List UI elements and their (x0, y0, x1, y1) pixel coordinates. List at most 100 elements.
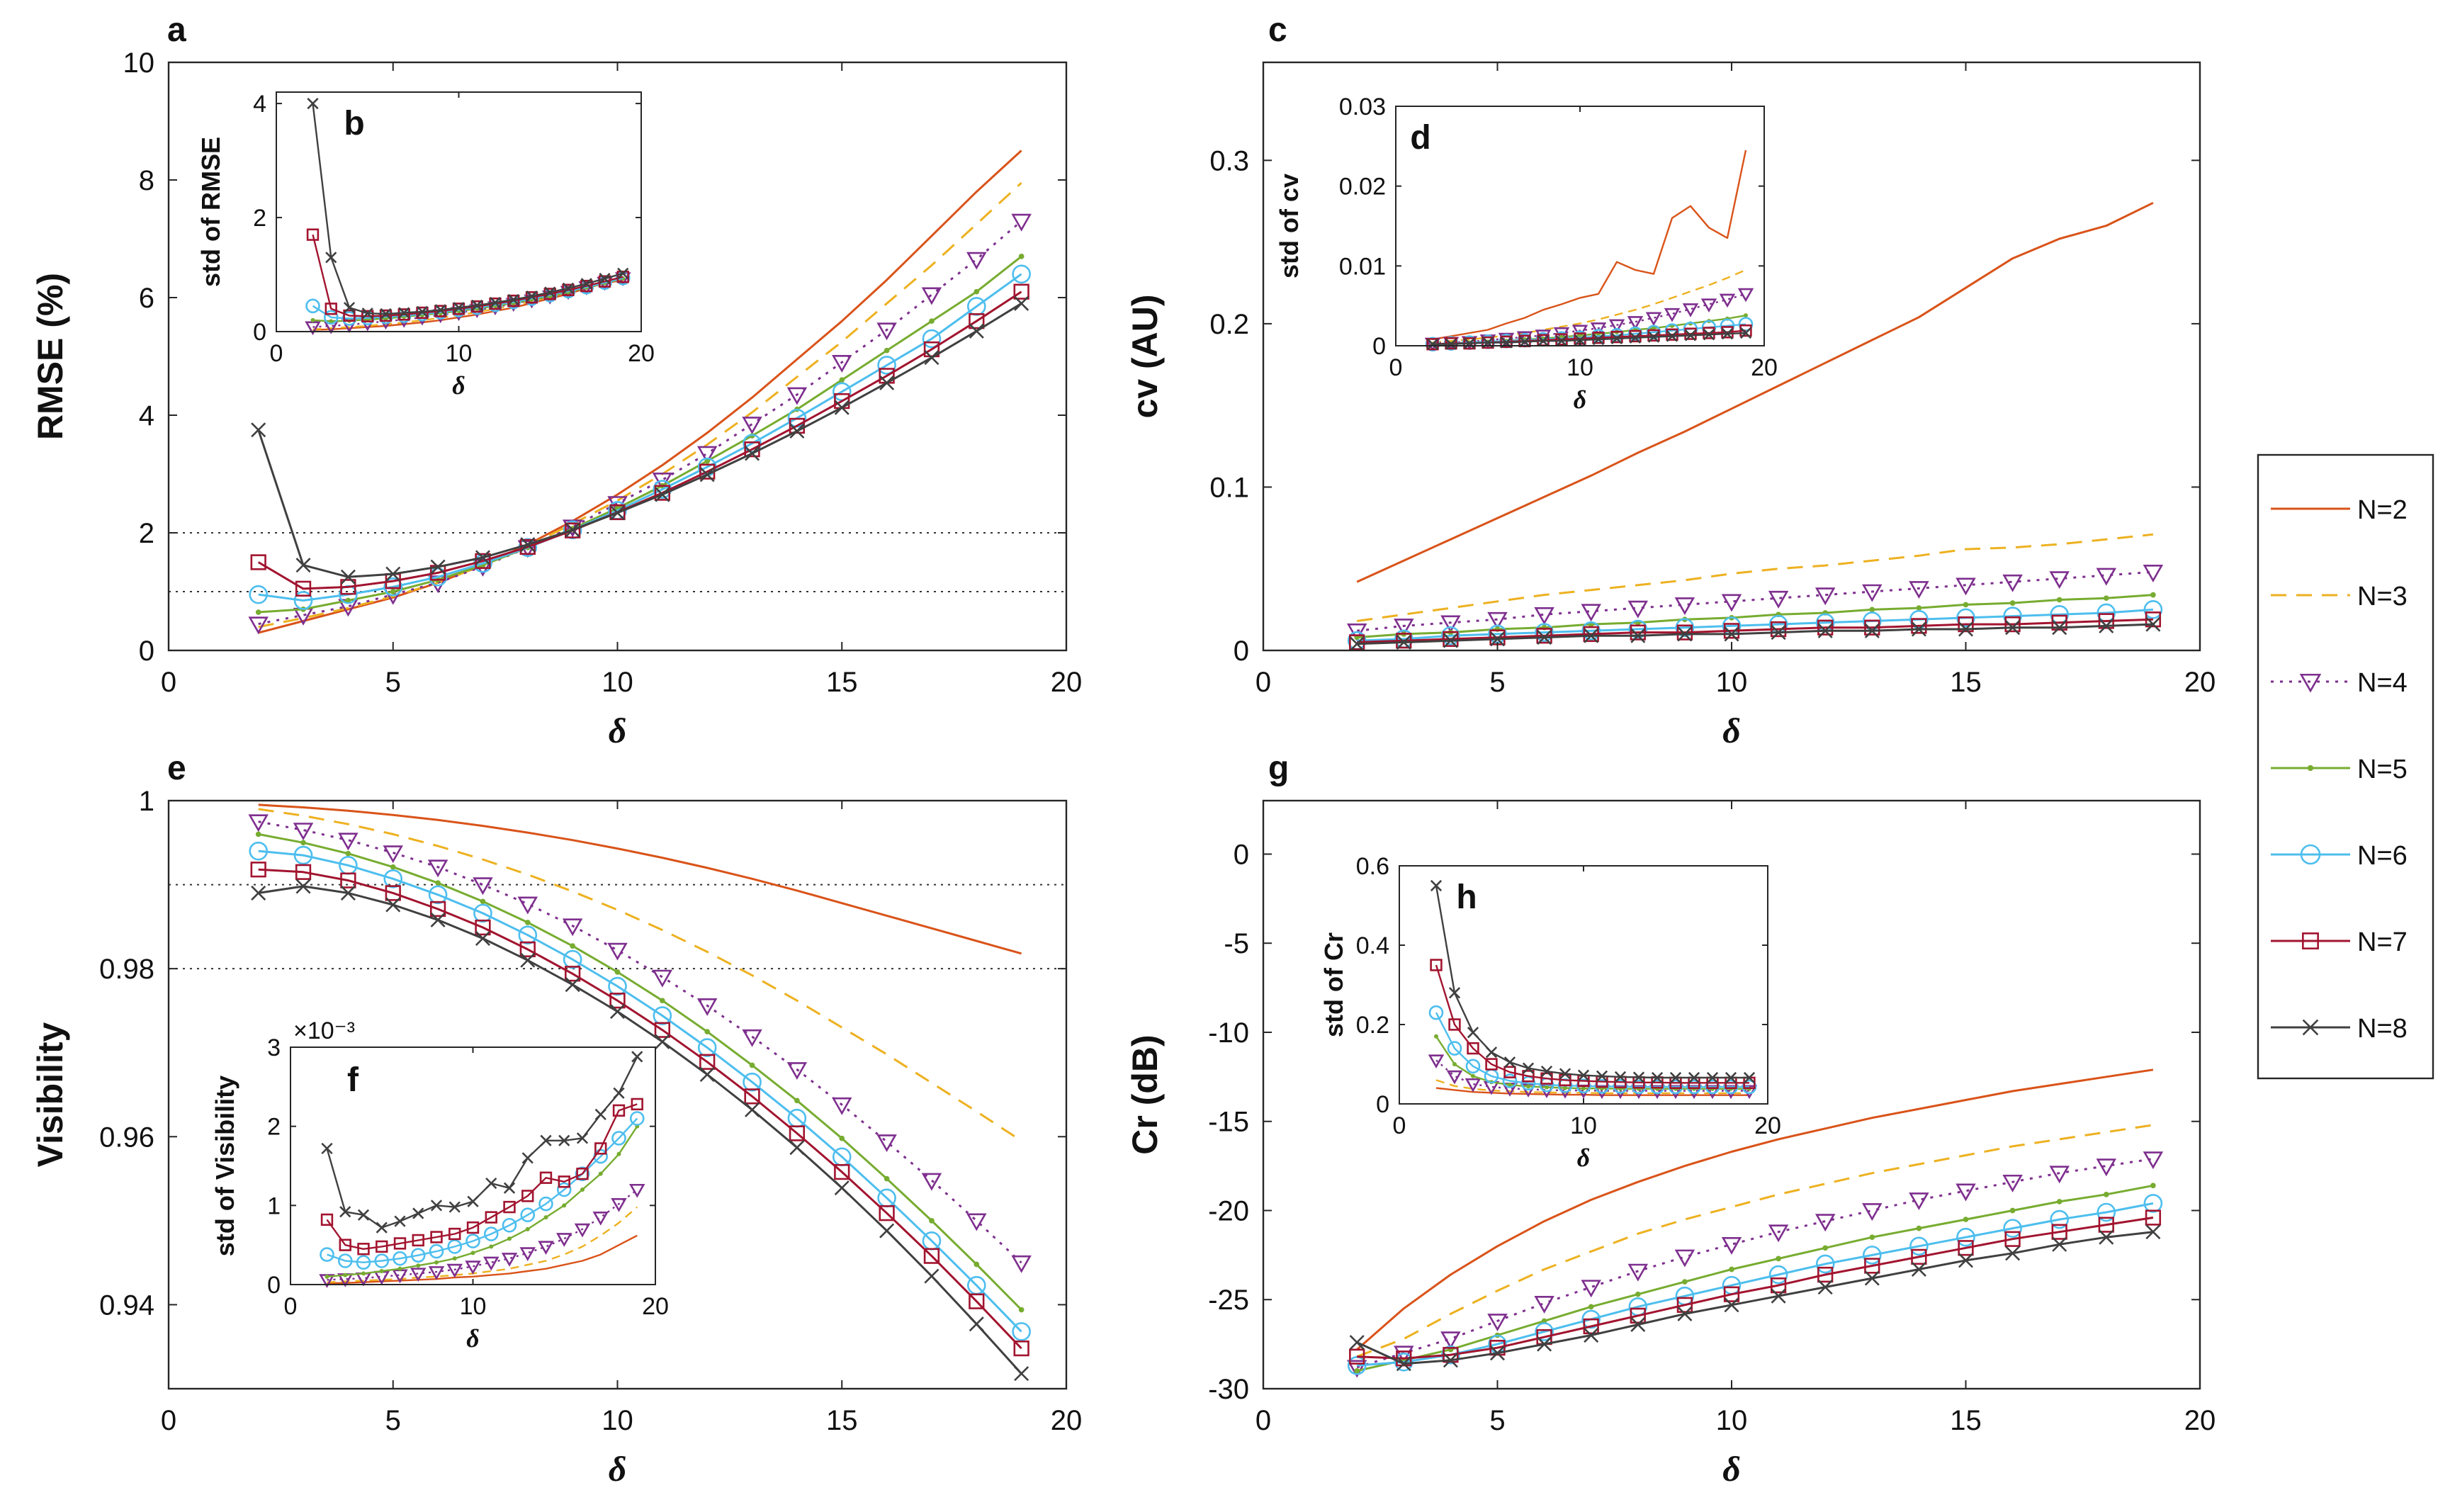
data-point (447, 1239, 463, 1254)
data-point (1864, 619, 1880, 636)
legend-label: N=8 (2357, 1014, 2408, 1044)
data-point (475, 550, 490, 565)
data-point (1440, 615, 1461, 633)
data-point (1703, 327, 1715, 339)
data-point (475, 553, 491, 569)
x-axis-label: δ (1722, 711, 1741, 750)
data-point (1815, 1254, 1835, 1274)
data-point (1955, 1183, 1976, 1202)
data-point (612, 1104, 626, 1117)
series-n2 (1435, 1087, 1749, 1096)
data-point (393, 1237, 407, 1250)
x-tick-label: 15 (826, 1405, 858, 1436)
x-axis-label: δ (1574, 385, 1586, 414)
series-line (258, 833, 1022, 1311)
panel-f: 0 10 20 0 1 2 3 δ std of Visibility ×10⁻³ (210, 1017, 669, 1353)
data-point (1583, 1318, 1599, 1335)
data-point (1676, 1297, 1693, 1313)
data-point (834, 1180, 850, 1196)
data-point (1485, 1058, 1498, 1071)
data-point (1487, 611, 1508, 630)
data-point (538, 1196, 553, 1212)
data-point (1739, 324, 1752, 337)
data-point (653, 1006, 672, 1025)
data-point (397, 308, 410, 321)
data-point (501, 1253, 518, 1267)
data-point (1630, 628, 1646, 643)
data-point (345, 850, 351, 857)
legend-entry-n5: N=5 (2271, 755, 2408, 784)
x-tick-label: 0 (1393, 1112, 1406, 1139)
data-point (337, 1253, 353, 1268)
series-line (1356, 1231, 2154, 1365)
data-point (521, 1152, 534, 1164)
legend-label: N=7 (2357, 927, 2408, 957)
data-point (465, 1234, 480, 1248)
data-point (410, 1268, 427, 1282)
data-point (1739, 327, 1752, 339)
x-tick-label: 5 (385, 667, 401, 698)
y-tick-label: 0 (139, 636, 154, 667)
data-point (356, 1255, 371, 1270)
x-tick-label: 0 (284, 1293, 298, 1320)
data-point (293, 823, 314, 841)
data-point (697, 1038, 717, 1057)
data-point (1955, 577, 1976, 596)
data-point (609, 993, 626, 1009)
data-point (1666, 330, 1678, 342)
data-point (255, 609, 261, 615)
data-point (1742, 1079, 1757, 1095)
data-point (300, 840, 306, 846)
panel-b: 0 10 20 0 2 4 δ std of RMSE (196, 91, 655, 400)
data-point (1349, 1335, 1365, 1350)
data-point (503, 1200, 516, 1214)
data-point (416, 1263, 421, 1268)
data-point (342, 311, 357, 326)
series-n2 (1432, 149, 1747, 341)
series-n8 (307, 97, 629, 320)
y-tick-label: -25 (1208, 1285, 1249, 1316)
data-point (1909, 581, 1929, 599)
data-point (2004, 616, 2021, 633)
data-point (295, 864, 312, 880)
x-axis-label: δ (1577, 1144, 1590, 1172)
x-tick-label: 15 (826, 667, 858, 698)
data-point (453, 302, 465, 314)
data-point (1958, 616, 1974, 633)
x-tick-label: 20 (1051, 1405, 1083, 1436)
y-scale-label: ×10⁻³ (293, 1017, 355, 1044)
series-line (1357, 623, 2153, 645)
panel-label-c: c (1268, 11, 1287, 49)
data-point (2003, 1219, 2022, 1238)
y-tick-label: 0.4 (1356, 932, 1389, 959)
data-point (1669, 1071, 1682, 1084)
y-tick-label: 0.02 (1339, 174, 1386, 201)
data-point (1394, 619, 1414, 637)
data-point (2051, 1224, 2067, 1240)
data-point (1465, 1059, 1481, 1074)
data-point (249, 841, 269, 861)
data-point (1592, 332, 1605, 344)
x-tick-label: 0 (161, 667, 176, 698)
legend-marker (2302, 1019, 2319, 1036)
data-point (1581, 604, 1601, 622)
data-point (1628, 619, 1648, 639)
series-line (326, 1103, 638, 1251)
data-point (1862, 1203, 1883, 1222)
data-point (538, 1241, 554, 1256)
y-tick-label: 0.2 (1209, 309, 1249, 340)
y-tick-label: 0 (1376, 1091, 1389, 1118)
data-point (563, 949, 582, 969)
x-tick-label: 20 (1051, 667, 1083, 698)
data-point (1646, 325, 1661, 340)
plot-area-b (276, 92, 641, 332)
data-point (470, 1251, 475, 1256)
y-axis-label: std of cv (1275, 174, 1304, 278)
data-point (1534, 1295, 1554, 1314)
y-tick-label: 2 (139, 518, 154, 549)
data-point (1590, 322, 1607, 337)
data-point (305, 298, 320, 314)
data-point (1721, 594, 1742, 612)
data-point (2145, 1224, 2161, 1240)
panel-label-e: e (167, 750, 186, 787)
